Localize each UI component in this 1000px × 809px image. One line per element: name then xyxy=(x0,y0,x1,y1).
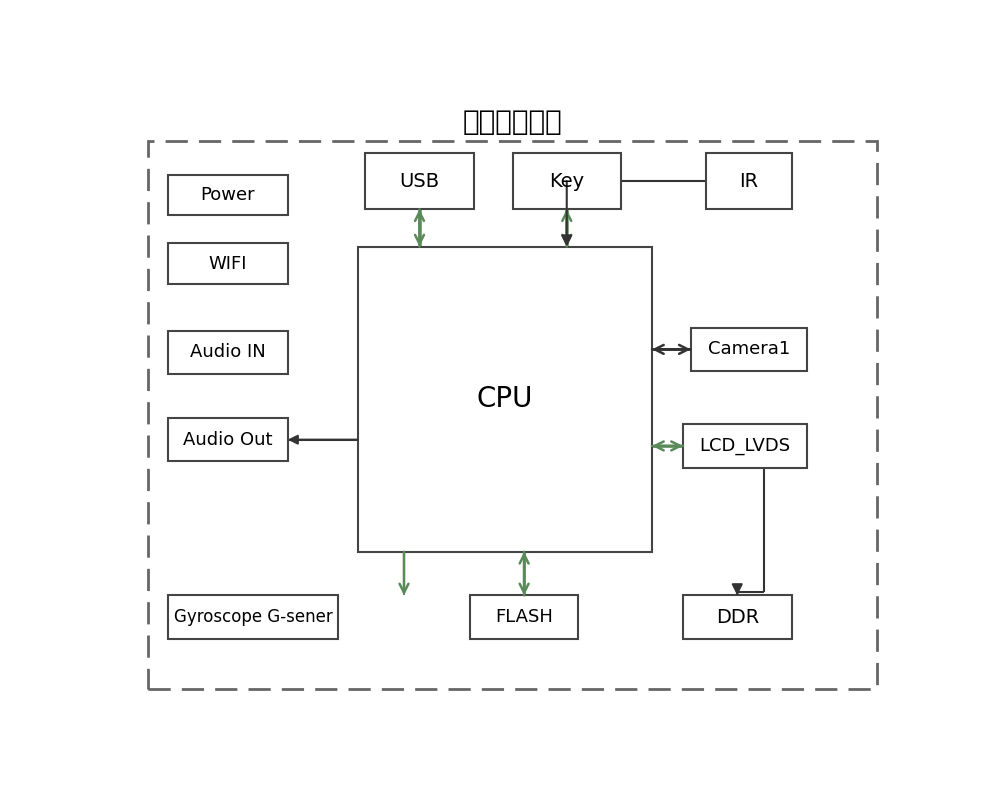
Text: CPU: CPU xyxy=(477,385,533,413)
Bar xyxy=(365,153,474,210)
Text: LCD_LVDS: LCD_LVDS xyxy=(699,437,791,455)
Text: WIFI: WIFI xyxy=(208,255,247,273)
Text: Audio IN: Audio IN xyxy=(190,344,266,362)
Bar xyxy=(691,328,807,371)
Text: IR: IR xyxy=(739,172,758,191)
Text: Power: Power xyxy=(200,186,255,204)
Text: Key: Key xyxy=(549,172,584,191)
Text: 智能显示终端: 智能显示终端 xyxy=(463,108,562,136)
Bar xyxy=(683,595,792,639)
Text: Gyroscope G-sener: Gyroscope G-sener xyxy=(174,608,332,626)
Bar xyxy=(168,595,338,639)
Bar xyxy=(168,175,288,215)
Bar xyxy=(470,595,578,639)
Text: DDR: DDR xyxy=(716,608,759,627)
Bar xyxy=(168,331,288,375)
Text: FLASH: FLASH xyxy=(495,608,553,626)
Bar xyxy=(358,247,652,552)
Bar xyxy=(168,418,288,461)
Text: USB: USB xyxy=(399,172,440,191)
Text: Audio Out: Audio Out xyxy=(183,430,272,449)
Bar xyxy=(512,153,621,210)
Bar xyxy=(683,424,807,468)
Text: Camera1: Camera1 xyxy=(708,341,790,358)
Bar xyxy=(706,153,792,210)
Bar xyxy=(168,244,288,284)
